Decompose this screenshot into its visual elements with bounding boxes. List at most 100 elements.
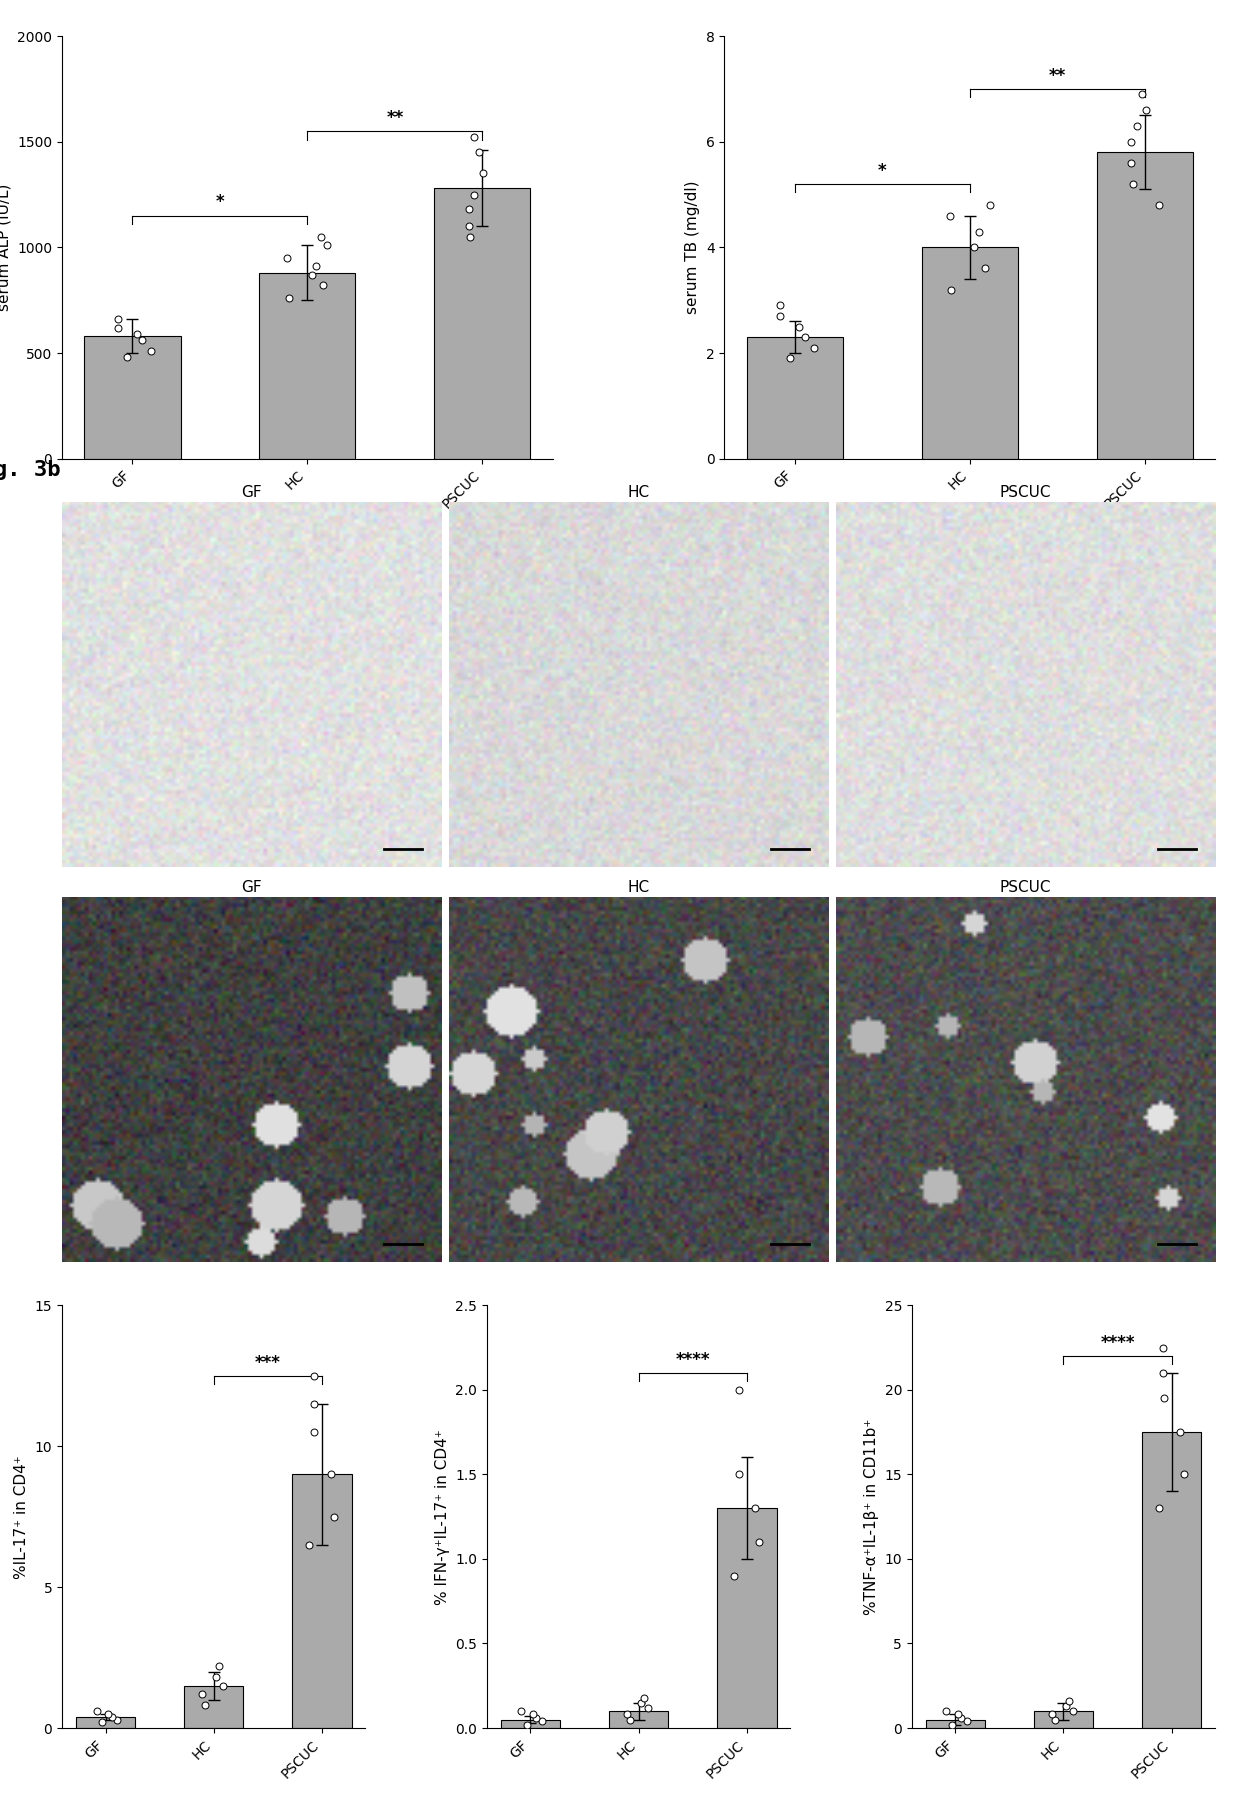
- Bar: [501, 1719, 560, 1728]
- Point: [301, 261, 321, 290]
- Point: [108, 1705, 128, 1733]
- Text: **: **: [1049, 67, 1066, 85]
- Point: [947, 1699, 967, 1728]
- Point: [87, 1697, 107, 1726]
- Point: [804, 333, 823, 362]
- Point: [523, 1699, 543, 1728]
- Point: [729, 1460, 749, 1489]
- Point: [620, 1705, 640, 1733]
- Point: [108, 304, 128, 333]
- Point: [1122, 169, 1142, 198]
- Point: [1174, 1460, 1194, 1489]
- Point: [305, 1418, 325, 1447]
- Point: [470, 139, 490, 167]
- Bar: [259, 274, 356, 459]
- Point: [464, 122, 484, 151]
- Y-axis label: serum TB (mg/dl): serum TB (mg/dl): [686, 180, 701, 315]
- Point: [1149, 1494, 1169, 1523]
- Point: [976, 254, 996, 283]
- Point: [195, 1690, 215, 1719]
- Title: GF: GF: [242, 486, 262, 500]
- Bar: [921, 247, 1018, 459]
- Point: [1127, 112, 1147, 140]
- Point: [1056, 1692, 1076, 1721]
- Text: ****: ****: [1100, 1334, 1135, 1352]
- Point: [306, 252, 326, 281]
- Point: [321, 1460, 341, 1489]
- Point: [1044, 1705, 1064, 1733]
- Point: [980, 191, 999, 220]
- Point: [724, 1561, 744, 1589]
- Point: [1136, 95, 1156, 124]
- Bar: [925, 1719, 985, 1728]
- Point: [98, 1699, 118, 1728]
- Point: [118, 342, 138, 371]
- Point: [279, 284, 299, 313]
- Point: [304, 1390, 324, 1418]
- Text: ****: ****: [676, 1350, 711, 1368]
- Point: [213, 1672, 233, 1701]
- Point: [126, 320, 146, 349]
- Title: PSCUC: PSCUC: [999, 880, 1052, 895]
- Point: [968, 218, 988, 247]
- Bar: [184, 1687, 243, 1728]
- Point: [780, 344, 800, 373]
- Point: [210, 1652, 229, 1681]
- Point: [459, 194, 479, 223]
- Bar: [76, 1717, 135, 1728]
- Point: [102, 1703, 122, 1732]
- Point: [1121, 148, 1141, 176]
- Point: [639, 1694, 658, 1723]
- Text: *: *: [878, 162, 887, 180]
- Point: [634, 1683, 653, 1712]
- Bar: [1034, 1712, 1094, 1728]
- Point: [745, 1494, 765, 1523]
- Point: [770, 302, 790, 331]
- Point: [460, 223, 480, 252]
- Point: [1132, 79, 1152, 108]
- Point: [300, 1530, 320, 1559]
- Point: [92, 1708, 112, 1737]
- Point: [517, 1710, 537, 1739]
- Text: *: *: [216, 193, 224, 211]
- Point: [141, 337, 161, 365]
- Point: [1059, 1687, 1079, 1715]
- Point: [1063, 1697, 1083, 1726]
- Point: [311, 223, 331, 252]
- Bar: [1096, 153, 1193, 459]
- Bar: [746, 337, 843, 459]
- Point: [278, 243, 298, 272]
- Bar: [1142, 1433, 1202, 1728]
- Text: Fig. 3b: Fig. 3b: [0, 457, 61, 479]
- Point: [133, 326, 153, 355]
- Point: [965, 232, 985, 261]
- Point: [631, 1688, 651, 1717]
- Y-axis label: %IL-17⁺ in CD4⁺: %IL-17⁺ in CD4⁺: [14, 1454, 29, 1579]
- Point: [789, 311, 808, 340]
- Point: [1121, 128, 1141, 157]
- Point: [941, 275, 961, 304]
- Bar: [717, 1508, 776, 1728]
- Title: HC: HC: [627, 880, 650, 895]
- Y-axis label: % IFN-γ⁺IL-17⁺ in CD4⁺: % IFN-γ⁺IL-17⁺ in CD4⁺: [434, 1429, 450, 1604]
- Title: GF: GF: [242, 880, 262, 895]
- Point: [951, 1703, 971, 1732]
- Point: [512, 1697, 532, 1726]
- Point: [1171, 1418, 1190, 1447]
- Point: [474, 158, 494, 187]
- Point: [936, 1697, 956, 1726]
- Title: PSCUC: PSCUC: [999, 486, 1052, 500]
- Point: [192, 1679, 212, 1708]
- Point: [1153, 1359, 1173, 1388]
- Point: [618, 1699, 637, 1728]
- Y-axis label: serum ALP (IU/L): serum ALP (IU/L): [0, 184, 11, 311]
- Point: [749, 1528, 769, 1557]
- Title: HC: HC: [627, 486, 650, 500]
- Point: [317, 230, 337, 259]
- Point: [942, 1710, 962, 1739]
- Point: [464, 180, 484, 209]
- Point: [532, 1706, 552, 1735]
- Point: [527, 1703, 547, 1732]
- Point: [729, 1375, 749, 1404]
- Bar: [84, 337, 181, 459]
